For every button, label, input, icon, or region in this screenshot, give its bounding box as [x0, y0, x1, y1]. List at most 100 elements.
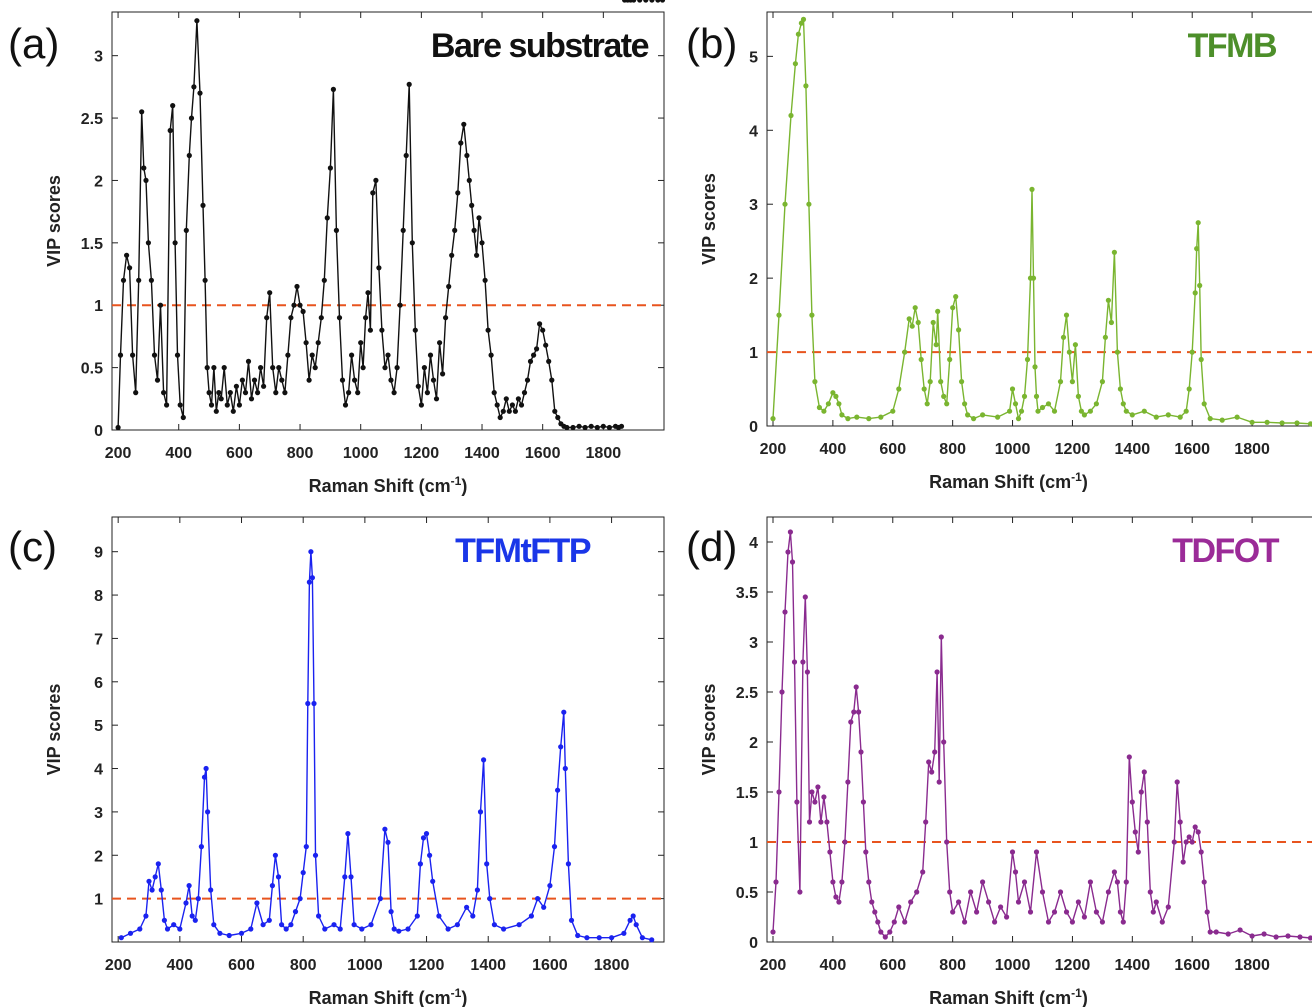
data-point: [1132, 829, 1138, 835]
data-point: [1192, 824, 1198, 830]
data-point: [370, 190, 376, 196]
data-point: [322, 926, 328, 932]
data-point: [213, 408, 219, 414]
data-point: [1189, 349, 1195, 355]
data-point: [363, 315, 369, 321]
data-point: [555, 414, 561, 421]
data-point: [935, 308, 941, 314]
data-point: [306, 377, 312, 383]
data-point: [866, 879, 872, 885]
data-point: [770, 929, 776, 935]
data-point: [1007, 408, 1013, 414]
data-point: [127, 265, 133, 271]
data-point: [863, 849, 869, 855]
panel-c: 200 400 600 800 1000 1200 1400 1600 1800 1 2 3 4 5 6 7 8…: [8, 516, 665, 1007]
data-point: [164, 402, 170, 408]
x-axis-label-end: ): [461, 476, 467, 496]
data-point: [1072, 342, 1078, 348]
x-tick-label: 1000: [995, 441, 1031, 458]
data-point: [269, 883, 275, 889]
data-point: [872, 909, 878, 915]
x-axis-label-end: ): [1082, 988, 1088, 1007]
data-point: [1117, 386, 1123, 392]
x-axis-label: Raman Shift (cm-1): [309, 986, 468, 1007]
data-point: [541, 904, 547, 910]
data-point: [443, 315, 449, 321]
data-point: [217, 930, 223, 936]
data-point: [1177, 414, 1183, 420]
data-point: [203, 765, 209, 772]
data-point: [305, 700, 311, 707]
data-point: [279, 377, 285, 383]
x-tick-label: 1600: [525, 445, 561, 462]
x-tick-label: 1000: [347, 957, 383, 974]
data-point: [547, 883, 553, 889]
data-point: [1234, 414, 1240, 420]
data-point: [824, 819, 830, 825]
data-point: [1195, 220, 1201, 226]
data-point: [551, 844, 558, 850]
data-point: [891, 919, 897, 925]
data-point: [618, 423, 625, 429]
y-axis-label: VIP scores: [699, 684, 719, 776]
data-point: [947, 356, 953, 363]
data-point: [509, 402, 515, 408]
data-point: [445, 926, 451, 932]
data-point: [804, 669, 811, 675]
data-point: [405, 926, 411, 932]
data-point: [516, 922, 522, 928]
data-point: [1057, 379, 1064, 385]
data-point: [433, 396, 440, 402]
data-point: [477, 809, 484, 815]
data-point: [1186, 834, 1192, 840]
data-point: [776, 312, 782, 318]
data-point: [224, 402, 230, 408]
data-point: [385, 839, 391, 845]
data-point: [276, 365, 282, 371]
data-point: [920, 869, 926, 875]
data-point: [406, 81, 412, 87]
data-point: [568, 917, 575, 923]
data-point: [787, 529, 794, 535]
data-point: [488, 352, 494, 358]
data-point: [521, 390, 528, 396]
data-point: [606, 424, 613, 431]
series-line: [120, 551, 652, 941]
data-point: [1183, 839, 1189, 845]
data-point: [455, 190, 461, 196]
data-point: [227, 390, 233, 396]
data-point: [839, 879, 845, 885]
data-point: [1294, 420, 1300, 426]
data-point: [802, 594, 808, 600]
data-point: [995, 414, 1001, 420]
data-point: [300, 308, 306, 315]
data-point: [130, 352, 136, 358]
data-point: [649, 937, 655, 943]
data-point: [204, 365, 210, 371]
data-point: [845, 779, 851, 785]
data-point: [331, 922, 337, 928]
y-tick-label: 9: [94, 545, 103, 562]
data-point: [858, 749, 864, 755]
data-point: [558, 744, 564, 750]
data-point: [924, 401, 930, 407]
y-tick-label: 4: [749, 123, 758, 140]
data-point: [464, 152, 470, 159]
x-tick-label: 1200: [409, 957, 445, 974]
data-point: [906, 316, 912, 322]
data-point: [275, 874, 282, 880]
data-point: [164, 926, 171, 932]
data-point: [418, 402, 424, 408]
data-point: [318, 315, 324, 321]
data-point: [487, 896, 493, 902]
data-point: [1081, 412, 1087, 418]
x-tick-label: 400: [165, 445, 192, 462]
data-point: [273, 390, 279, 396]
data-point: [1126, 754, 1132, 760]
data-point: [494, 402, 500, 408]
data-point: [294, 283, 300, 290]
data-point: [1069, 379, 1075, 385]
data-point: [143, 913, 149, 919]
data-point: [174, 352, 181, 358]
data-point: [812, 379, 818, 385]
